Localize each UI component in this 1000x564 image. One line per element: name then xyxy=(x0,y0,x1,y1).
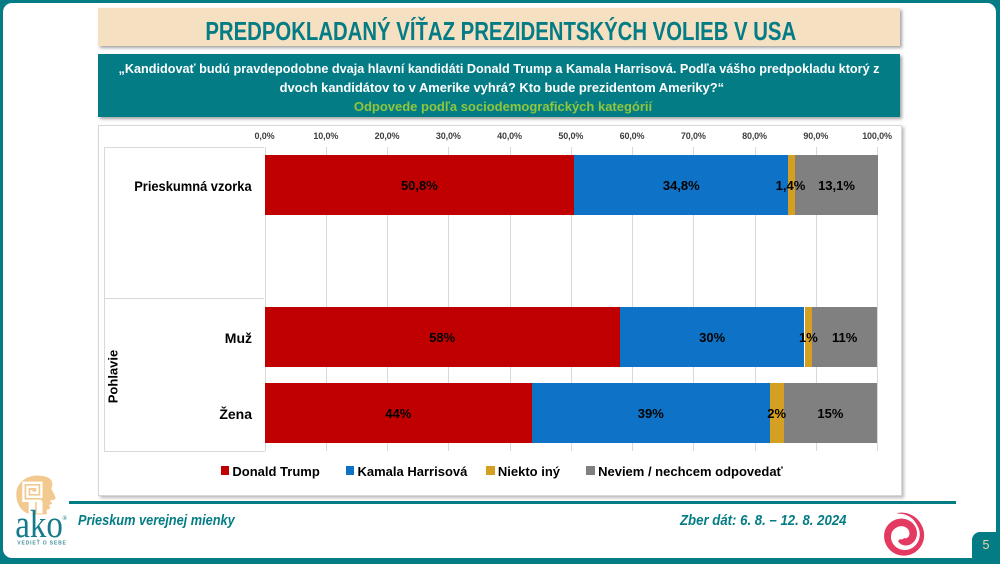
svg-text:®: ® xyxy=(62,515,67,522)
svg-text:ako: ako xyxy=(15,502,63,545)
svg-text:VEDIEŤ O SEBE: VEDIEŤ O SEBE xyxy=(17,538,66,546)
